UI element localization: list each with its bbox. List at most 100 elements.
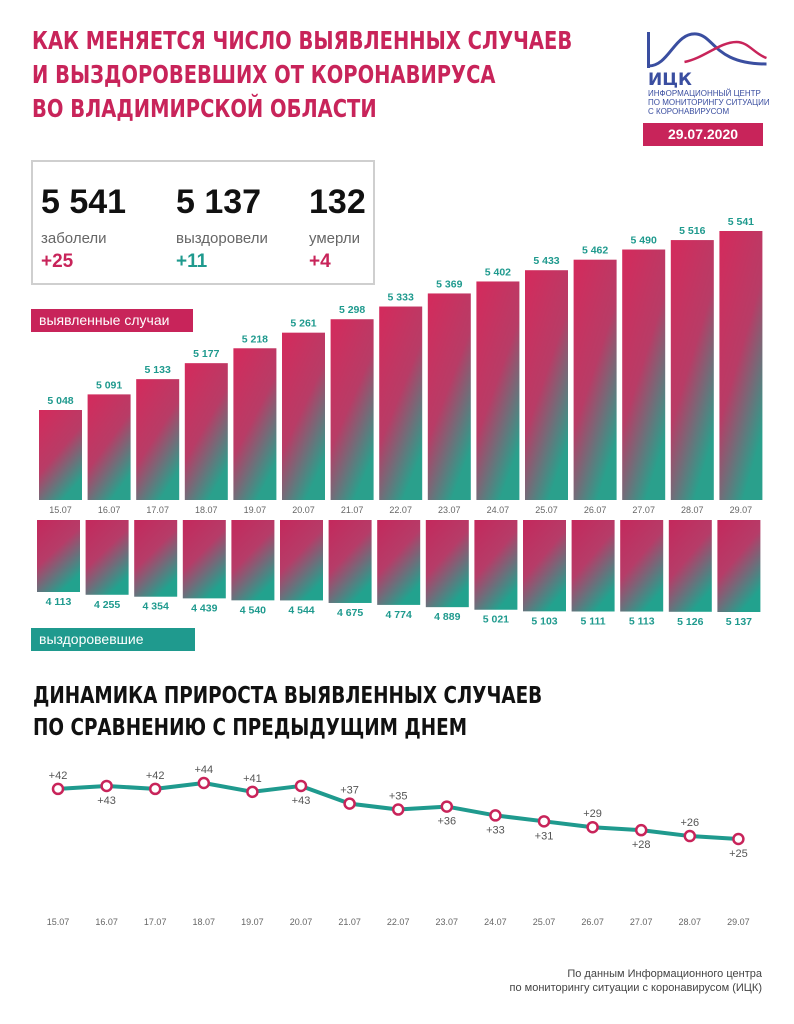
bar-recovered	[620, 520, 664, 612]
bar-recovered	[231, 520, 275, 601]
stat-label: заболели	[41, 230, 107, 247]
growth-point	[732, 832, 745, 846]
bar-cases	[379, 306, 423, 500]
bar-date-label: 15.07	[49, 505, 72, 515]
bar-recovered-label: 4 255	[94, 599, 120, 611]
bar-cases-label: 5 091	[96, 379, 122, 391]
bar-recovered-label: 5 137	[726, 616, 752, 628]
growth-point	[148, 782, 162, 796]
growth-point	[343, 797, 356, 810]
growth-point	[537, 815, 551, 828]
bar-chart: 5 048 15.07 5 091 16.07 5 133 17.07 5 177 18.07…	[37, 216, 763, 628]
bar-cases	[233, 348, 277, 500]
line-chart: +42 15.07 +43 16.07 +42 17.07 +44 18.07 +41 19.07…	[47, 764, 750, 927]
bar-cases-label: 5 433	[533, 255, 559, 267]
bar-recovered-label: 5 126	[677, 616, 703, 628]
bar-date-label: 23.07	[438, 505, 461, 515]
bar-date-label: 26.07	[584, 505, 607, 515]
growth-point	[51, 782, 65, 796]
bar-cases	[39, 410, 82, 500]
bar-recovered	[523, 520, 566, 612]
growth-label: +26	[680, 817, 699, 829]
bar-cases	[525, 270, 568, 500]
growth-label: +28	[632, 839, 651, 851]
bar-date-label: 19.07	[244, 505, 267, 515]
stats-box: 5 541 заболели +25 5 137 выздоровели +11…	[31, 160, 375, 285]
legend-recovered: выздоровевшие	[31, 628, 195, 651]
bar-date-label: 21.07	[341, 505, 364, 515]
growth-label: +43	[292, 795, 311, 807]
bar-recovered-label: 4 354	[143, 601, 169, 613]
growth-label: +42	[146, 770, 165, 782]
bar-recovered-label: 5 113	[629, 616, 655, 628]
growth-point	[634, 823, 648, 837]
bar-recovered-label: 4 544	[288, 604, 314, 616]
logo-sub-line: ИНФОРМАЦИОННЫЙ ЦЕНТР	[648, 89, 761, 98]
stat-value: 5 137	[176, 183, 262, 221]
bar-cases	[282, 332, 325, 500]
logo-name: ИЦК	[648, 70, 692, 90]
logo-sub-line: ПО МОНИТОРИНГУ СИТУАЦИИ	[648, 98, 770, 107]
bar-date-label: 27.07	[632, 505, 655, 515]
bar-cases-label: 5 369	[436, 278, 462, 290]
bar-date-label: 22.07	[389, 505, 412, 515]
bar-cases	[330, 319, 374, 500]
growth-label: +37	[340, 785, 359, 797]
legend-cases: выявленные случаи	[31, 309, 193, 332]
section-title-line: ПО СРАВНЕНИЮ С ПРЕДЫДУЩИМ ДНЕМ	[33, 715, 468, 741]
line-date-label: 23.07	[436, 917, 459, 927]
stat-value: 5 541	[41, 183, 127, 221]
line-date-label: 29.07	[727, 917, 750, 927]
line-date-label: 24.07	[484, 917, 507, 927]
title-line: И ВЫЗДОРОВЕВШИХ ОТ КОРОНАВИРУСА	[32, 60, 496, 89]
bar-cases	[719, 231, 763, 500]
source-note: По данным Информационного центра по мони…	[510, 967, 762, 995]
section-title-line: ДИНАМИКА ПРИРОСТА ВЫЯВЛЕННЫХ СЛУЧАЕВ	[33, 683, 543, 709]
stat-label: выздоровели	[176, 230, 268, 247]
bar-cases-label: 5 048	[47, 395, 73, 407]
growth-label: +33	[486, 824, 505, 836]
bar-recovered	[280, 520, 323, 601]
line-date-label: 25.07	[533, 917, 556, 927]
stat-label: умерли	[309, 230, 360, 247]
growth-label: +25	[729, 848, 748, 860]
bar-cases	[573, 259, 617, 500]
bar-recovered-label: 4 675	[337, 607, 363, 619]
growth-label: +36	[437, 816, 456, 828]
line-date-label: 20.07	[290, 917, 313, 927]
bar-cases-label: 5 298	[339, 304, 365, 316]
bar-date-label: 16.07	[98, 505, 121, 515]
bar-recovered	[37, 520, 80, 592]
bar-cases-label: 5 541	[728, 216, 754, 228]
line-date-label: 16.07	[95, 917, 118, 927]
source-line: По данным Информационного центра	[567, 968, 762, 980]
growth-point	[440, 800, 454, 813]
line-date-label: 17.07	[144, 917, 167, 927]
bar-cases	[670, 240, 714, 500]
bar-cases-label: 5 133	[145, 364, 171, 376]
growth-label: +41	[243, 773, 262, 785]
stat-value: 132	[309, 183, 366, 221]
growth-point	[197, 776, 211, 790]
bar-recovered	[425, 520, 469, 608]
line-date-label: 22.07	[387, 917, 410, 927]
growth-point	[586, 820, 599, 834]
bar-recovered	[377, 520, 421, 605]
bar-cases-label: 5 261	[290, 318, 316, 330]
bar-recovered	[717, 520, 761, 612]
bar-recovered	[328, 520, 372, 603]
bar-recovered-label: 5 111	[581, 615, 606, 627]
section-title: ДИНАМИКА ПРИРОСТА ВЫЯВЛЕННЫХ СЛУЧАЕВ ПО …	[33, 680, 542, 744]
line-date-label: 28.07	[679, 917, 702, 927]
bar-cases	[427, 293, 471, 500]
bar-cases-label: 5 402	[485, 266, 511, 278]
bar-cases-label: 5 462	[582, 245, 608, 257]
bar-date-label: 28.07	[681, 505, 704, 515]
growth-point	[246, 785, 259, 799]
bar-recovered	[668, 520, 712, 612]
bar-recovered-label: 4 889	[434, 611, 460, 623]
bar-cases-label: 5 333	[388, 292, 414, 304]
bar-cases	[184, 363, 228, 500]
bar-cases-label: 5 218	[242, 333, 268, 345]
bar-recovered-label: 5 103	[531, 615, 557, 627]
